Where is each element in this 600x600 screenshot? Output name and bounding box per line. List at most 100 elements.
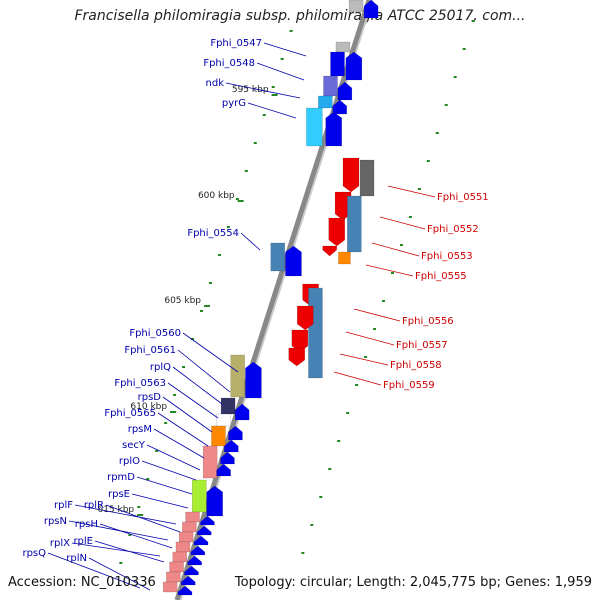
map-title: Francisella philomiragia subsp. philomir… bbox=[74, 8, 526, 24]
cog-block bbox=[220, 397, 236, 415]
inner-dot bbox=[271, 86, 275, 88]
inner-dot bbox=[208, 282, 212, 284]
outer-dot bbox=[399, 244, 403, 246]
gene-label: rpsD bbox=[138, 392, 162, 403]
label-leader bbox=[146, 444, 201, 471]
cog-block bbox=[172, 551, 188, 563]
cog-block bbox=[192, 479, 207, 513]
gene-label: rpmD bbox=[107, 472, 135, 483]
label-leader bbox=[153, 428, 205, 459]
plus-arrow bbox=[245, 361, 262, 399]
inner-dot bbox=[244, 170, 248, 172]
minus-arrow bbox=[328, 217, 346, 247]
gene-label: rpsN bbox=[44, 516, 67, 527]
label-leader bbox=[88, 557, 151, 591]
outer-dot bbox=[337, 440, 341, 442]
plus-arrow bbox=[220, 451, 235, 465]
gene-label: Fphi_0565 bbox=[104, 408, 156, 419]
label-leader bbox=[105, 504, 181, 533]
label-leader bbox=[353, 308, 401, 322]
label-leader bbox=[99, 523, 173, 549]
label-leader bbox=[379, 216, 426, 230]
plus-arrow bbox=[228, 425, 243, 441]
plus-arrow bbox=[193, 535, 209, 546]
cog-block bbox=[308, 287, 323, 379]
gene-label: Fphi_0554 bbox=[187, 228, 239, 239]
gene-label: Fphi_0552 bbox=[427, 224, 479, 235]
gene-label: Fphi_0558 bbox=[390, 360, 442, 371]
plus-arrow bbox=[325, 111, 342, 147]
outer-dot bbox=[319, 496, 323, 498]
label-leader bbox=[177, 349, 231, 393]
cog-block bbox=[230, 354, 245, 398]
inner-dot bbox=[253, 142, 257, 144]
label-leader bbox=[162, 396, 213, 433]
plus-arrow bbox=[345, 51, 363, 81]
cog-block bbox=[178, 531, 194, 543]
outer-dot bbox=[390, 272, 394, 274]
minus-arrow bbox=[342, 157, 360, 193]
cog-block bbox=[359, 159, 375, 197]
topology-text: Topology: circular; Length: 2,045,775 bp… bbox=[234, 575, 592, 590]
label-leader bbox=[371, 242, 420, 257]
outer-dot bbox=[310, 524, 314, 526]
cog-block bbox=[270, 242, 286, 272]
gene-label: pyrG bbox=[222, 98, 246, 109]
plus-arrow bbox=[332, 99, 348, 115]
accession-text: Accession: NC_010336 bbox=[8, 575, 156, 590]
tick-label: 605 kbp bbox=[164, 296, 201, 306]
plus-arrow bbox=[200, 515, 215, 526]
gene-label: rpsQ bbox=[22, 548, 46, 559]
cog-block bbox=[211, 425, 226, 447]
minus-arrow bbox=[322, 245, 337, 257]
tick-mark bbox=[237, 200, 244, 202]
gene-label: secY bbox=[122, 440, 146, 451]
outer-dot bbox=[417, 188, 421, 190]
label-leader bbox=[263, 42, 307, 57]
cog-block bbox=[330, 51, 345, 77]
outer-dot bbox=[301, 552, 305, 554]
gene-label: Fphi_0556 bbox=[402, 316, 454, 327]
tick-label: 615 kbp bbox=[97, 505, 134, 515]
label-leader bbox=[345, 331, 395, 346]
plus-arrow bbox=[184, 565, 199, 576]
plus-arrow bbox=[190, 545, 206, 556]
kbp-ticks: 595 kbp 600 kbp 605 kbp 610 kbp 615 kbp bbox=[97, 85, 278, 516]
cog-block bbox=[175, 541, 191, 553]
tick-mark bbox=[170, 411, 177, 413]
outer-dot bbox=[373, 328, 377, 330]
outer-dot bbox=[382, 300, 385, 302]
tick-mark bbox=[204, 305, 211, 307]
outer-dot bbox=[453, 76, 457, 78]
outer-dot bbox=[328, 468, 332, 470]
gene-label: Fphi_0559 bbox=[383, 380, 435, 391]
label-leader bbox=[365, 264, 414, 277]
label-leader bbox=[387, 185, 436, 198]
outer-dot bbox=[426, 160, 430, 162]
inner-dot bbox=[289, 30, 293, 32]
gene-label: Fphi_0563 bbox=[114, 378, 166, 389]
label-leader bbox=[167, 382, 219, 419]
tick-label: 600 kbp bbox=[198, 191, 235, 201]
right-gene-labels: Fphi_0551 Fphi_0552 Fphi_0553 Fphi_0555 Fphi… bbox=[333, 185, 489, 391]
gene-label: Fphi_0548 bbox=[203, 58, 255, 69]
label-leader bbox=[182, 332, 239, 373]
label-leader bbox=[74, 504, 177, 525]
plus-arrow bbox=[337, 81, 353, 101]
minus-arrow bbox=[296, 305, 314, 331]
inner-dot bbox=[280, 58, 284, 60]
outer-dot bbox=[435, 132, 439, 134]
tick-label: 610 kbp bbox=[130, 402, 167, 412]
label-leader bbox=[225, 82, 301, 99]
cog-block bbox=[182, 521, 197, 533]
cog-block bbox=[169, 561, 184, 573]
inner-dot bbox=[119, 562, 123, 564]
gene-label: Fphi_0553 bbox=[421, 251, 473, 262]
inner-dot bbox=[217, 254, 221, 256]
inner-dot bbox=[182, 366, 186, 368]
label-leader bbox=[47, 552, 141, 589]
label-leader bbox=[256, 62, 305, 81]
gene-label: Fphi_0555 bbox=[415, 271, 467, 282]
